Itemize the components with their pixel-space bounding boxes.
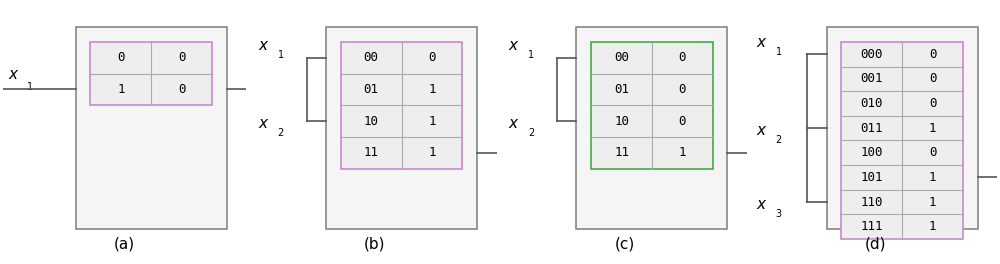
Text: 10: 10 bbox=[364, 115, 379, 128]
Text: 2: 2 bbox=[277, 128, 284, 138]
Text: (d): (d) bbox=[865, 236, 886, 251]
Text: 11: 11 bbox=[614, 146, 629, 159]
FancyBboxPatch shape bbox=[591, 42, 713, 168]
Text: 1: 1 bbox=[528, 50, 534, 60]
Text: $\mathit{x}$: $\mathit{x}$ bbox=[756, 123, 768, 138]
Text: 001: 001 bbox=[861, 72, 883, 85]
Text: 0: 0 bbox=[679, 83, 686, 96]
Text: $\mathit{x}$: $\mathit{x}$ bbox=[8, 67, 19, 82]
Text: 0: 0 bbox=[929, 72, 936, 85]
Text: 1: 1 bbox=[428, 115, 436, 128]
Text: 0: 0 bbox=[929, 48, 936, 61]
Text: 0: 0 bbox=[178, 83, 185, 96]
FancyBboxPatch shape bbox=[576, 27, 727, 229]
Text: $\mathit{x}$: $\mathit{x}$ bbox=[508, 116, 520, 131]
Text: 0: 0 bbox=[679, 51, 686, 64]
Text: 000: 000 bbox=[861, 48, 883, 61]
Text: 01: 01 bbox=[364, 83, 379, 96]
Text: 010: 010 bbox=[861, 97, 883, 110]
Text: $\mathit{x}$: $\mathit{x}$ bbox=[508, 38, 520, 53]
Text: 0: 0 bbox=[679, 115, 686, 128]
Text: 1: 1 bbox=[929, 122, 936, 135]
Text: (c): (c) bbox=[615, 236, 635, 251]
Text: 111: 111 bbox=[861, 220, 883, 233]
Text: 011: 011 bbox=[861, 122, 883, 135]
Text: 1: 1 bbox=[929, 220, 936, 233]
Text: 0: 0 bbox=[117, 51, 125, 64]
Text: 0: 0 bbox=[929, 146, 936, 159]
Text: $\mathit{x}$: $\mathit{x}$ bbox=[258, 38, 270, 53]
Text: 100: 100 bbox=[861, 146, 883, 159]
FancyBboxPatch shape bbox=[341, 42, 462, 168]
FancyBboxPatch shape bbox=[827, 27, 978, 229]
Text: 110: 110 bbox=[861, 196, 883, 209]
FancyBboxPatch shape bbox=[326, 27, 477, 229]
Text: 1: 1 bbox=[277, 50, 284, 60]
Text: $\mathit{x}$: $\mathit{x}$ bbox=[756, 35, 768, 50]
Text: 00: 00 bbox=[364, 51, 379, 64]
Text: 0: 0 bbox=[428, 51, 436, 64]
Text: 11: 11 bbox=[364, 146, 379, 159]
Text: $\mathit{x}$: $\mathit{x}$ bbox=[258, 116, 270, 131]
Text: 01: 01 bbox=[614, 83, 629, 96]
Text: 1: 1 bbox=[929, 171, 936, 184]
Text: 3: 3 bbox=[776, 209, 782, 219]
Text: 1: 1 bbox=[117, 83, 125, 96]
Text: 2: 2 bbox=[528, 128, 534, 138]
Text: 00: 00 bbox=[614, 51, 629, 64]
Text: 1: 1 bbox=[679, 146, 686, 159]
Text: 0: 0 bbox=[929, 97, 936, 110]
Text: 101: 101 bbox=[861, 171, 883, 184]
Text: (b): (b) bbox=[364, 236, 386, 251]
Text: 10: 10 bbox=[614, 115, 629, 128]
Text: 0: 0 bbox=[178, 51, 185, 64]
Text: $\mathit{x}$: $\mathit{x}$ bbox=[756, 197, 768, 212]
Text: 1: 1 bbox=[428, 146, 436, 159]
Text: 1: 1 bbox=[27, 82, 33, 92]
Text: (a): (a) bbox=[114, 236, 135, 251]
FancyBboxPatch shape bbox=[841, 42, 963, 239]
FancyBboxPatch shape bbox=[76, 27, 227, 229]
Text: 1: 1 bbox=[428, 83, 436, 96]
FancyBboxPatch shape bbox=[90, 42, 212, 105]
Text: 1: 1 bbox=[776, 47, 782, 57]
Text: 2: 2 bbox=[776, 135, 782, 145]
Text: 1: 1 bbox=[929, 196, 936, 209]
